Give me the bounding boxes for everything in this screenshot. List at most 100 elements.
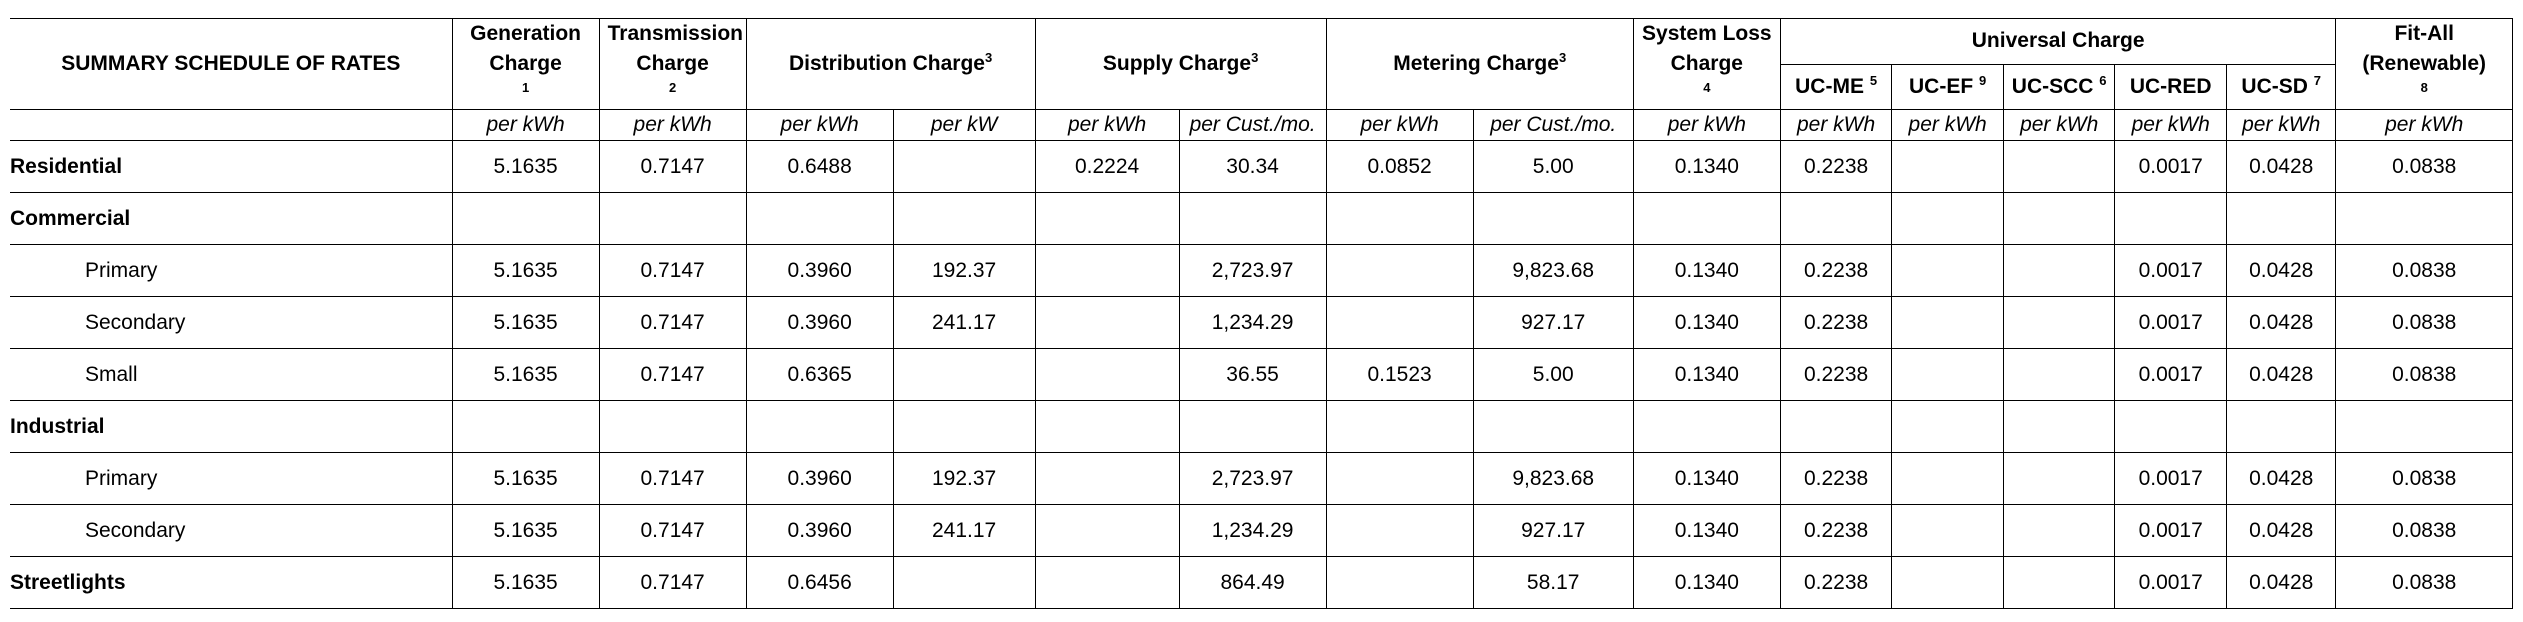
table-cell [2114, 400, 2227, 453]
table-cell: 0.1340 [1632, 296, 1781, 349]
header-uc-me: UC-ME 5 [1780, 63, 1893, 110]
table-cell: 0.3960 [745, 452, 894, 505]
table-cell: 0.0017 [2114, 140, 2227, 193]
table-cell [2002, 400, 2116, 453]
unit-cell: per kWh [2335, 109, 2513, 141]
table-cell: 5.00 [1472, 348, 1634, 401]
table-cell: 0.1340 [1632, 556, 1781, 609]
table-cell [1891, 296, 2004, 349]
table-cell [1034, 504, 1180, 557]
table-cell: 0.3960 [745, 244, 894, 297]
table-cell [1034, 192, 1180, 245]
unit-cell: per kWh [2002, 109, 2116, 141]
table-cell [2002, 504, 2116, 557]
header-metering-label: Metering Charge [1393, 52, 1559, 75]
table-cell: 0.7147 [598, 452, 747, 505]
unit-cell: per kWh [598, 109, 747, 141]
table-cell [2002, 244, 2116, 297]
header-transmission-sup: 2 [669, 80, 677, 95]
table-cell: 5.1635 [451, 244, 600, 297]
table-cell [1178, 400, 1327, 453]
table-cell [1034, 244, 1180, 297]
table-cell [1472, 192, 1634, 245]
table-cell: 2,723.97 [1178, 452, 1327, 505]
table-cell: 5.1635 [451, 296, 600, 349]
table-cell: 0.0017 [2114, 556, 2227, 609]
table-cell: 5.1635 [451, 452, 600, 505]
table-cell: 0.1340 [1632, 140, 1781, 193]
table-cell [1325, 452, 1474, 505]
header-generation: Generation Charge 1 [451, 18, 600, 110]
table-cell: 241.17 [892, 296, 1036, 349]
table-cell: 0.7147 [598, 556, 747, 609]
table-cell: 0.1340 [1632, 504, 1781, 557]
table-cell [1325, 556, 1474, 609]
table-cell: 0.0428 [2225, 556, 2337, 609]
table-cell: 5.1635 [451, 556, 600, 609]
table-cell [892, 348, 1036, 401]
unit-cell: per kWh [1891, 109, 2004, 141]
table-cell [2002, 348, 2116, 401]
table-cell: 0.3960 [745, 504, 894, 557]
table-cell: 0.2238 [1779, 452, 1893, 505]
table-row: Primary 5.1635 0.7147 0.3960 192.37 2,723.97 9… [10, 452, 2513, 505]
table-cell: 0.0838 [2335, 452, 2513, 505]
table-cell [1034, 400, 1180, 453]
table-cell [2002, 452, 2116, 505]
table-cell: 0.0838 [2335, 504, 2513, 557]
row-label: Commercial [10, 192, 453, 245]
table-cell: 0.0428 [2225, 244, 2337, 297]
unit-cell: per kWh [1034, 109, 1180, 141]
table-cell: 927.17 [1472, 296, 1634, 349]
header-uc-scc-label: UC-SCC [2011, 74, 2094, 98]
table-cell [1632, 400, 1781, 453]
unit-cell: per kW [892, 109, 1036, 141]
table-cell: 0.6488 [745, 140, 894, 193]
header-uc-sd-sup: 7 [2313, 72, 2321, 88]
header-system-loss-label: System Loss Charge [1642, 22, 1772, 75]
table-cell: 0.0017 [2114, 452, 2227, 505]
table-cell [1779, 400, 1893, 453]
table-cell [1034, 348, 1180, 401]
header-fit-all-sup: 8 [2420, 80, 2428, 95]
rates-table: SUMMARY SCHEDULE OF RATES Generation Cha… [10, 18, 2513, 609]
table-cell: 192.37 [892, 452, 1036, 505]
table-cell: 0.6456 [745, 556, 894, 609]
table-cell: 0.1340 [1632, 244, 1781, 297]
header-fit-all: Fit-All (Renewable) 8 [2335, 18, 2513, 110]
table-cell [451, 192, 600, 245]
header-transmission-label: Transmission Charge [607, 22, 743, 75]
header-uc-ef: UC-EF 9 [1891, 63, 2004, 110]
table-cell [892, 400, 1036, 453]
table-cell: 0.0428 [2225, 296, 2337, 349]
units-row: per kWh per kWh per kWh per kW per kWh p… [10, 109, 2513, 141]
unit-cell: per kWh [745, 109, 894, 141]
table-row: Industrial [10, 400, 2513, 453]
table-cell [892, 140, 1036, 193]
table-cell [1034, 296, 1180, 349]
table-cell [1325, 192, 1474, 245]
header-uc-me-label: UC-ME [1795, 74, 1864, 98]
unit-cell: per kWh [1325, 109, 1474, 141]
table-cell: 864.49 [1178, 556, 1327, 609]
table-cell: 0.0428 [2225, 452, 2337, 505]
table-cell [892, 556, 1036, 609]
header-supply-label: Supply Charge [1102, 52, 1252, 75]
table-cell: 0.0428 [2225, 504, 2337, 557]
header-supply: Supply Charge3 [1034, 18, 1327, 110]
unit-cell: per Cust./mo. [1472, 109, 1634, 141]
table-cell: 9,823.68 [1472, 244, 1634, 297]
table-cell: 927.17 [1472, 504, 1634, 557]
table-cell: 0.0017 [2114, 244, 2227, 297]
table-cell: 0.7147 [598, 348, 747, 401]
table-cell [892, 192, 1036, 245]
table-cell: 241.17 [892, 504, 1036, 557]
table-cell [2114, 192, 2227, 245]
table-cell: 5.1635 [451, 504, 600, 557]
table-cell [451, 400, 600, 453]
row-label: Primary [10, 244, 453, 297]
table-cell: 0.0838 [2335, 244, 2513, 297]
table-cell: 5.00 [1472, 140, 1634, 193]
table-cell [745, 192, 894, 245]
unit-cell: per kWh [2225, 109, 2337, 141]
